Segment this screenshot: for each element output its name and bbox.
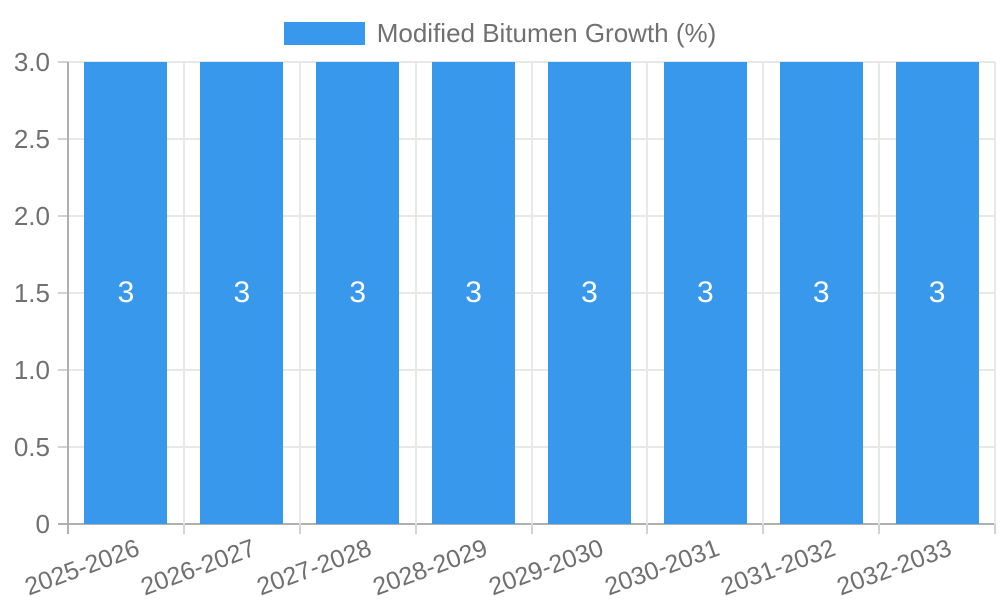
bar-value-label: 3 [928,276,946,309]
x-tick-mark [530,524,533,534]
bar[interactable]: 3 [547,62,631,524]
bar-value-label: 3 [465,276,482,309]
x-tick-mark [994,524,996,534]
bar-value-label: 3 [233,276,251,309]
x-gridline [646,62,649,524]
x-gridline [994,62,996,524]
x-tick-mark [646,524,649,534]
legend[interactable]: Modified Bitumen Growth (%) [0,18,1000,49]
bar-value-label: 3 [696,276,714,309]
y-tick-mark [58,215,68,217]
bar[interactable]: 3 [779,62,863,524]
x-gridline [182,62,185,524]
x-tick-label: 2032-2033 [832,534,955,600]
bar-value-label: 3 [581,276,598,309]
x-gridline [298,62,301,524]
x-tick-label: 2029-2030 [485,534,608,600]
x-gridline [414,62,417,524]
y-tick-label: 1.5 [13,278,50,308]
legend-swatch [283,22,365,45]
y-tick-label: 2.0 [13,201,50,231]
x-tick-label: 2025-2026 [21,534,144,600]
bar[interactable]: 3 [200,62,284,524]
bar[interactable]: 3 [432,62,516,524]
x-gridline [67,62,69,534]
bar-value-label: 3 [349,276,367,309]
x-tick-mark [762,524,765,534]
y-tick-mark [58,369,68,371]
y-tick-mark [58,61,68,63]
x-tick-mark [182,524,185,534]
bar-value-label: 3 [812,276,830,309]
x-tick-label: 2027-2028 [253,534,376,600]
x-tick-label: 2026-2027 [137,534,260,600]
x-tick-label: 2030-2031 [600,534,723,600]
bar[interactable]: 3 [895,62,979,524]
y-tick-label: 0 [35,509,50,539]
y-tick-label: 3.0 [13,47,50,77]
y-tick-label: 1.0 [13,355,50,385]
bar[interactable]: 3 [316,62,400,524]
y-tick-mark [58,446,68,448]
y-tick-mark [58,138,68,140]
x-tick-label: 2031-2032 [716,534,839,600]
y-tick-label: 2.5 [13,124,50,154]
x-tick-mark [414,524,417,534]
x-gridline [530,62,533,524]
bar-value-label: 3 [117,276,135,309]
x-tick-mark [878,524,881,534]
legend-label: Modified Bitumen Growth (%) [376,18,717,48]
y-tick-mark [58,292,68,294]
x-gridline [878,62,881,524]
bar[interactable]: 3 [84,62,168,524]
bar[interactable]: 3 [663,62,747,524]
x-gridline [762,62,765,524]
x-tick-mark [298,524,301,534]
y-tick-label: 0.5 [13,432,50,462]
y-tick-mark [58,523,68,525]
x-tick-label: 2028-2029 [369,534,492,600]
